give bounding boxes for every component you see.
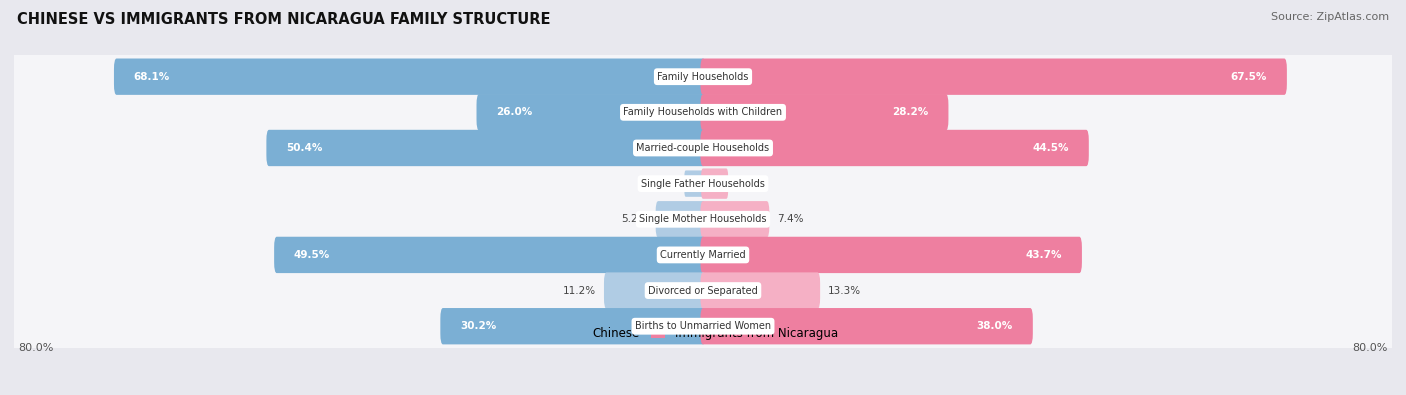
FancyBboxPatch shape	[702, 168, 728, 199]
Text: 49.5%: 49.5%	[294, 250, 330, 260]
FancyBboxPatch shape	[13, 48, 1393, 105]
Legend: Chinese, Immigrants from Nicaragua: Chinese, Immigrants from Nicaragua	[564, 322, 842, 344]
Text: Single Mother Households: Single Mother Households	[640, 214, 766, 224]
FancyBboxPatch shape	[700, 237, 1083, 273]
FancyBboxPatch shape	[13, 262, 1393, 319]
Text: 30.2%: 30.2%	[460, 321, 496, 331]
Text: 68.1%: 68.1%	[134, 71, 170, 82]
Text: 38.0%: 38.0%	[977, 321, 1012, 331]
Text: 2.0%: 2.0%	[650, 179, 675, 189]
Text: CHINESE VS IMMIGRANTS FROM NICARAGUA FAMILY STRUCTURE: CHINESE VS IMMIGRANTS FROM NICARAGUA FAM…	[17, 12, 550, 27]
FancyBboxPatch shape	[700, 308, 1033, 344]
Text: 11.2%: 11.2%	[562, 286, 596, 295]
Text: Family Households with Children: Family Households with Children	[623, 107, 783, 117]
FancyBboxPatch shape	[13, 191, 1393, 248]
FancyBboxPatch shape	[700, 58, 1286, 95]
FancyBboxPatch shape	[700, 273, 820, 309]
FancyBboxPatch shape	[114, 58, 706, 95]
FancyBboxPatch shape	[13, 119, 1393, 177]
FancyBboxPatch shape	[13, 226, 1393, 284]
FancyBboxPatch shape	[440, 308, 706, 344]
Text: Currently Married: Currently Married	[661, 250, 745, 260]
Text: 2.7%: 2.7%	[737, 179, 763, 189]
FancyBboxPatch shape	[700, 94, 949, 130]
FancyBboxPatch shape	[13, 298, 1393, 355]
Text: 26.0%: 26.0%	[496, 107, 533, 117]
FancyBboxPatch shape	[685, 170, 704, 197]
Text: 80.0%: 80.0%	[18, 342, 53, 353]
Text: Family Households: Family Households	[658, 71, 748, 82]
Text: 43.7%: 43.7%	[1025, 250, 1062, 260]
Text: Divorced or Separated: Divorced or Separated	[648, 286, 758, 295]
FancyBboxPatch shape	[605, 273, 706, 309]
FancyBboxPatch shape	[700, 130, 1088, 166]
Text: 44.5%: 44.5%	[1032, 143, 1069, 153]
Text: 67.5%: 67.5%	[1230, 71, 1267, 82]
FancyBboxPatch shape	[13, 155, 1393, 212]
FancyBboxPatch shape	[274, 237, 706, 273]
Text: 80.0%: 80.0%	[1353, 342, 1388, 353]
FancyBboxPatch shape	[13, 84, 1393, 141]
FancyBboxPatch shape	[266, 130, 706, 166]
Text: 7.4%: 7.4%	[778, 214, 804, 224]
Text: Source: ZipAtlas.com: Source: ZipAtlas.com	[1271, 12, 1389, 22]
Text: 50.4%: 50.4%	[287, 143, 322, 153]
FancyBboxPatch shape	[477, 94, 706, 130]
Text: Births to Unmarried Women: Births to Unmarried Women	[636, 321, 770, 331]
FancyBboxPatch shape	[700, 201, 769, 237]
FancyBboxPatch shape	[655, 201, 706, 237]
Text: 13.3%: 13.3%	[828, 286, 860, 295]
Text: Married-couple Households: Married-couple Households	[637, 143, 769, 153]
Text: 5.2%: 5.2%	[621, 214, 648, 224]
Text: Single Father Households: Single Father Households	[641, 179, 765, 189]
Text: 28.2%: 28.2%	[893, 107, 928, 117]
